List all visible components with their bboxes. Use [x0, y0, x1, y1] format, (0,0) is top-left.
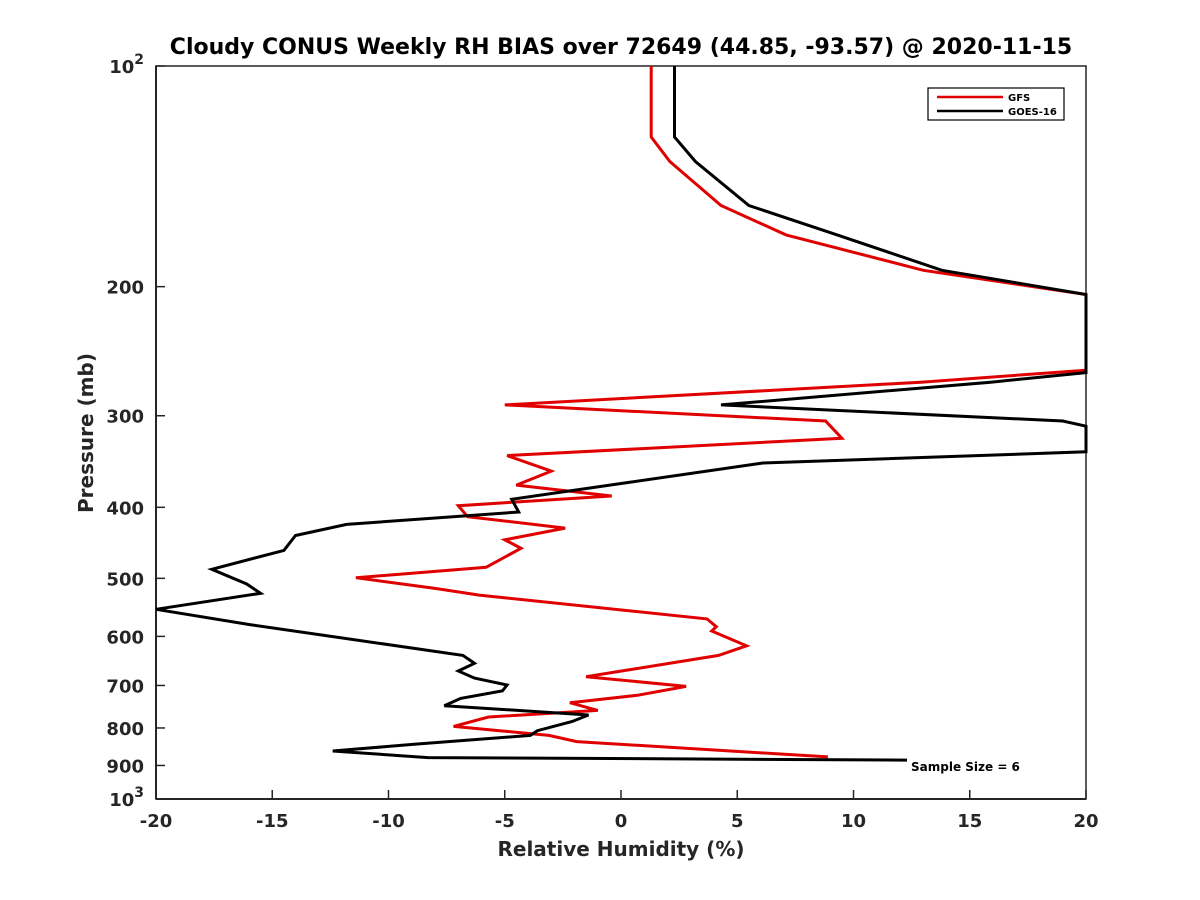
y-tick-label: 102 — [109, 52, 144, 78]
ticks-layer: -20 -15 -10 -5 0 5 10 15 20102200300400500600700… — [106, 52, 1098, 832]
x-tick-label: 20 — [1073, 811, 1098, 832]
y-tick-base: 700 — [106, 676, 144, 697]
y-tick-label: 300 — [106, 407, 144, 428]
sample-size-annotation: Sample Size = 6 — [911, 760, 1020, 774]
y-tick-base: 200 — [106, 278, 144, 299]
y-tick-exponent: 2 — [134, 52, 144, 68]
y-tick-base: 400 — [106, 498, 144, 519]
y-tick-base: 500 — [106, 569, 144, 590]
y-tick-base: 300 — [106, 407, 144, 428]
series-line-goes16 — [155, 66, 1088, 762]
x-tick-label: -20 — [140, 811, 173, 832]
y-tick-exponent: 3 — [134, 785, 144, 801]
y-tick-label: 700 — [106, 676, 144, 697]
x-axis-label: Relative Humidity (%) — [497, 837, 744, 861]
y-tick-label: 900 — [106, 756, 144, 777]
series-layer — [155, 66, 1088, 762]
x-tick-label: -15 — [256, 811, 289, 832]
legend-box — [927, 87, 1065, 121]
y-tick-base: 600 — [106, 627, 144, 648]
series-line-gfs — [355, 66, 1088, 759]
legend-label-gfs: GFS — [1008, 93, 1030, 104]
y-tick-label: 400 — [106, 498, 144, 519]
x-tick-label: 15 — [957, 811, 982, 832]
y-axis-label: Pressure (mb) — [74, 353, 98, 513]
legend-label-goes16: GOES-16 — [1008, 107, 1057, 118]
x-tick-label: -10 — [372, 811, 405, 832]
chart-title: Cloudy CONUS Weekly RH BIAS over 72649 (… — [170, 35, 1072, 60]
y-tick-base: 800 — [106, 719, 144, 740]
plot-area: -20 -15 -10 -5 0 5 10 15 20102200300400500600700… — [106, 52, 1098, 832]
y-tick-label: 500 — [106, 569, 144, 590]
y-tick-base: 900 — [106, 756, 144, 777]
y-tick-label: 800 — [106, 719, 144, 740]
y-tick-base: 10 — [109, 57, 134, 78]
y-tick-label: 600 — [106, 627, 144, 648]
y-tick-label: 103 — [109, 785, 144, 811]
legend: GFS GOES-16 — [927, 87, 1065, 121]
x-tick-label: 10 — [841, 811, 866, 832]
y-tick-label: 200 — [106, 278, 144, 299]
x-tick-label: 5 — [731, 811, 744, 832]
x-tick-label: 0 — [615, 811, 628, 832]
y-tick-base: 10 — [109, 790, 134, 811]
plot-frame — [155, 65, 1087, 800]
x-tick-label: -5 — [495, 811, 515, 832]
